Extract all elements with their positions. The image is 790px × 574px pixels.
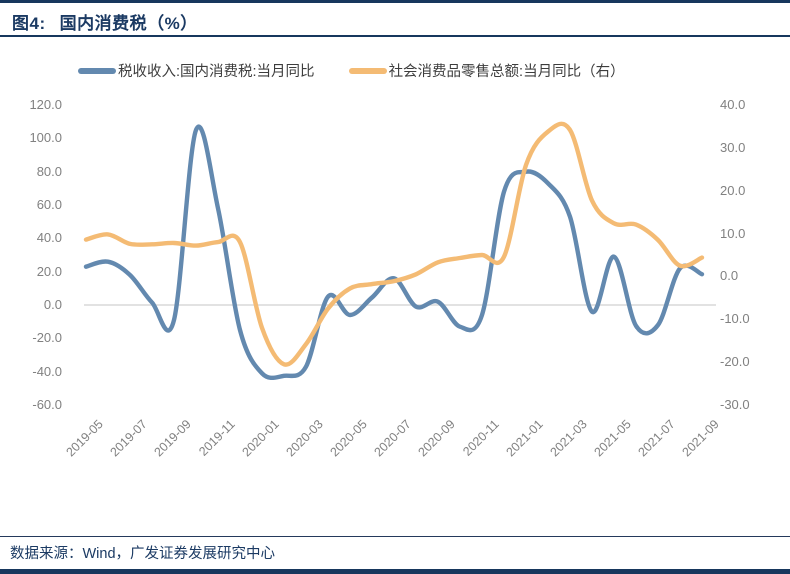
x-axis-tick-label: 2020-07 — [371, 417, 414, 460]
data-source-note: 数据来源：Wind，广发证券发展研究中心 — [10, 546, 276, 562]
x-axis-tick-label: 2019-11 — [196, 417, 238, 459]
x-axis-tick-label: 2020-05 — [327, 417, 370, 460]
left-axis-tick-label: 100.0 — [29, 130, 62, 146]
x-axis-tick-label: 2021-07 — [635, 417, 678, 460]
legend-item-retail-series: 社会消费品零售总额:当月同比（右） — [348, 60, 625, 81]
left-axis-tick-label: 80.0 — [36, 163, 62, 179]
left-axis-tick-label: 120.0 — [29, 97, 62, 112]
title-divider-rule — [0, 35, 790, 37]
right-axis-tick-label: -20.0 — [720, 354, 750, 370]
right-axis-tick-label: -30.0 — [720, 397, 750, 412]
top-border-rule — [0, 0, 790, 3]
x-axis-tick-label: 2019-05 — [63, 417, 106, 460]
right-axis-tick-label: 10.0 — [720, 225, 746, 241]
x-axis-tick-label: 2019-09 — [151, 417, 194, 460]
right-axis-tick-label: 40.0 — [720, 97, 746, 112]
left-axis-tick-label: 40.0 — [36, 230, 62, 246]
tax-series-marker — [78, 67, 116, 74]
tax-series-line — [83, 124, 705, 381]
figure-title: 国内消费税（%） — [59, 14, 198, 33]
retail-series-marker — [348, 67, 387, 74]
right-axis-tick-label: 20.0 — [720, 182, 746, 198]
left-axis-tick-label: -60.0 — [32, 397, 62, 412]
tax-series-label: 税收收入:国内消费税:当月同比 — [118, 64, 315, 80]
left-axis-tick-label: 60.0 — [36, 197, 62, 212]
x-axis-tick-label: 2021-01 — [503, 417, 546, 460]
left-axis-tick-label: 20.0 — [36, 263, 62, 279]
legend-item-tax-series: 税收收入:国内消费税:当月同比 — [78, 60, 315, 81]
left-axis-tick-label: -40.0 — [32, 363, 62, 379]
bottom-border-rule — [0, 569, 790, 574]
left-axis-tick-label: 0.0 — [43, 297, 62, 312]
x-axis-tick-label: 2021-09 — [679, 417, 722, 460]
left-axis-tick-label: -20.0 — [32, 330, 62, 346]
x-axis-tick-label: 2021-05 — [591, 417, 634, 460]
retail-series-line — [83, 121, 705, 367]
right-axis-tick-label: -10.0 — [720, 311, 750, 327]
x-axis-tick-label: 2020-09 — [415, 417, 458, 460]
x-axis-tick-label: 2020-03 — [283, 417, 326, 460]
figure-title-row: 图4: 国内消费税（%） — [12, 9, 778, 34]
figure-number-label: 图4: — [12, 14, 46, 33]
right-axis-tick-label: 30.0 — [720, 139, 746, 155]
right-axis-tick-label: 0.0 — [720, 268, 739, 284]
x-axis-tick-label: 2020-11 — [460, 417, 502, 459]
footer-divider-rule — [0, 536, 790, 537]
x-axis-tick-label: 2021-03 — [547, 417, 590, 460]
x-axis-tick-label: 2020-01 — [239, 417, 282, 460]
chart-legend: 税收收入:国内消费税:当月同比 社会消费品零售总额:当月同比（右） — [78, 60, 625, 81]
retail-series-label: 社会消费品零售总额:当月同比（右） — [388, 64, 625, 80]
x-axis-tick-label: 2019-07 — [107, 417, 150, 460]
